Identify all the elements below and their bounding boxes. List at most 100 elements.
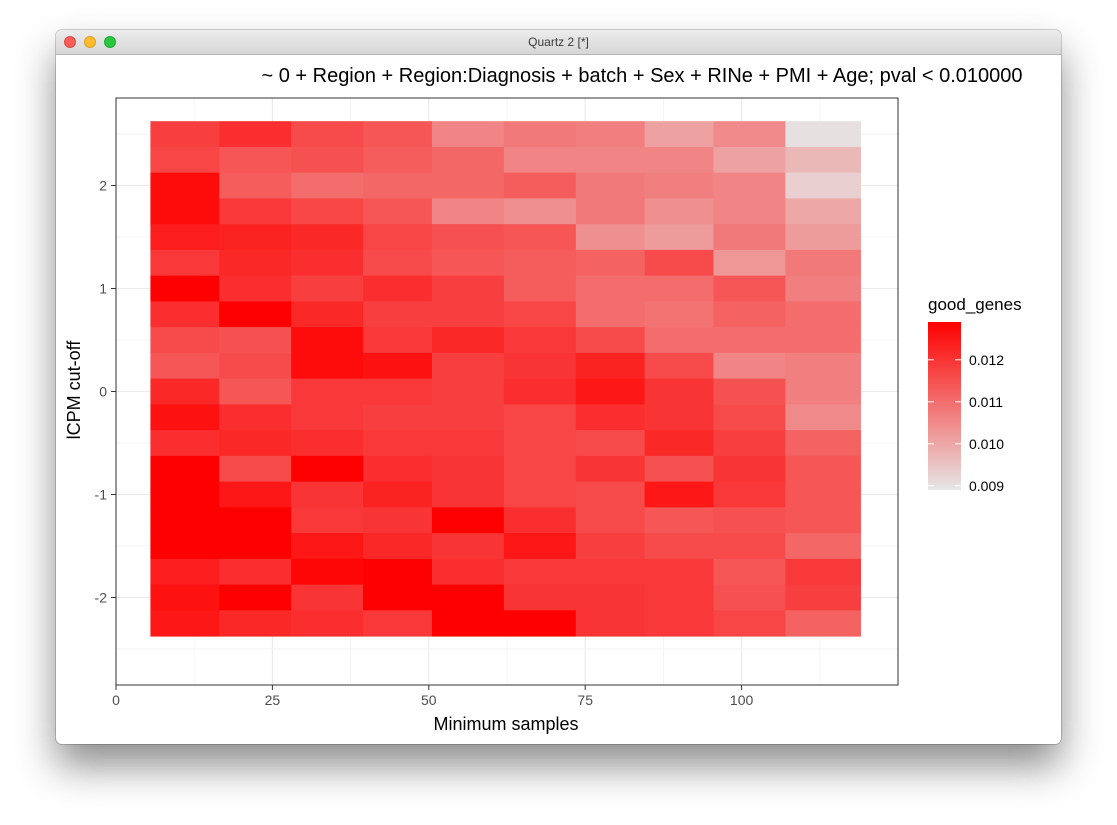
- heatmap-cell: [713, 533, 786, 560]
- heatmap-cell: [644, 275, 714, 302]
- heatmap-cell: [219, 327, 292, 354]
- heatmap-cell: [431, 507, 505, 534]
- heatmap-cell: [291, 404, 364, 431]
- heatmap-cell: [575, 198, 646, 225]
- heatmap-cell: [219, 301, 292, 328]
- heatmap-cell: [713, 198, 786, 225]
- x-axis-title: Minimum samples: [433, 714, 578, 734]
- heatmap-cell: [785, 507, 861, 534]
- minimize-button[interactable]: [84, 36, 96, 48]
- heatmap-cell: [713, 507, 786, 534]
- heatmap-cell: [291, 301, 364, 328]
- heatmap-cell: [785, 121, 861, 148]
- heatmap-cell: [713, 146, 786, 174]
- chart-title: ~ 0 + Region + Region:Diagnosis + batch …: [261, 65, 1022, 87]
- heatmap-cell: [575, 558, 646, 586]
- heatmap-cell: [431, 404, 505, 431]
- heatmap-cell: [363, 198, 433, 225]
- heatmap-cell: [291, 121, 364, 148]
- heatmap-cell: [431, 198, 505, 225]
- heatmap-cell: [431, 275, 505, 302]
- y-axis: 2 1 0 -1 -2: [95, 178, 116, 605]
- legend-tick-label: 0.010: [969, 436, 1004, 452]
- heatmap-cell: [575, 430, 646, 457]
- heatmap-cell: [785, 404, 861, 431]
- heatmap-cell: [431, 352, 505, 380]
- heatmap-cell: [575, 121, 646, 148]
- close-button[interactable]: [64, 36, 76, 48]
- heatmap-cell: [575, 301, 646, 328]
- heatmap-cell: [785, 172, 861, 199]
- heatmap-cell: [644, 352, 714, 380]
- heatmap-cell: [291, 172, 364, 199]
- quartz-window: Quartz 2 [*] ~ 0 + Region + Region:Diagn…: [56, 30, 1061, 744]
- heatmap-cell: [503, 455, 577, 483]
- heatmap-cell: [219, 430, 292, 457]
- heatmap-cell: [291, 610, 364, 637]
- heatmap-cell: [363, 404, 433, 431]
- heatmap-cell: [219, 507, 292, 534]
- heatmap-cell: [291, 533, 364, 560]
- y-tick-label: -1: [95, 486, 108, 502]
- heatmap-cell: [785, 198, 861, 225]
- heatmap-cell: [291, 584, 364, 611]
- x-axis: 0 25 50 75 100: [112, 685, 753, 708]
- heatmap-cell: [431, 172, 505, 199]
- heatmap-cell: [431, 481, 505, 508]
- y-tick-label: 2: [99, 178, 107, 194]
- zoom-button[interactable]: [104, 36, 116, 48]
- heatmap-cell: [363, 352, 433, 380]
- heatmap-cell: [785, 533, 861, 560]
- heatmap-cell: [644, 404, 714, 431]
- heatmap-cell: [503, 533, 577, 560]
- heatmap-cell: [503, 327, 577, 354]
- heatmap-cell: [713, 404, 786, 431]
- heatmap-cell: [503, 507, 577, 534]
- heatmap-cell: [575, 224, 646, 251]
- y-axis-title: lCPM cut-off: [64, 340, 84, 440]
- heatmap-cell: [785, 558, 861, 586]
- heatmap-cell: [431, 610, 505, 637]
- heatmap-cell: [785, 481, 861, 508]
- heatmap-cell: [575, 378, 646, 405]
- window-title: Quartz 2 [*]: [528, 35, 589, 49]
- heatmap-cell: [785, 301, 861, 328]
- heatmap-cell: [785, 430, 861, 457]
- heatmap-cell: [363, 430, 433, 457]
- heatmap-cell: [575, 146, 646, 174]
- heatmap-cell: [503, 610, 577, 637]
- heatmap-cell: [644, 327, 714, 354]
- heatmap-cell: [644, 507, 714, 534]
- heatmap-cell: [219, 275, 292, 302]
- heatmap-cell: [785, 275, 861, 302]
- x-tick-label: 25: [265, 692, 281, 708]
- y-tick-label: 0: [99, 384, 107, 400]
- heatmap-cell: [363, 610, 433, 637]
- heatmap-cell: [575, 533, 646, 560]
- heatmap-cell: [431, 558, 505, 586]
- heatmap-cell: [363, 507, 433, 534]
- heatmap-cell: [503, 404, 577, 431]
- heatmap-cell: [219, 533, 292, 560]
- heatmap-cell: [431, 455, 505, 483]
- heatmap-cell: [713, 121, 786, 148]
- heatmap-cell: [219, 584, 292, 611]
- heatmap-cell: [644, 198, 714, 225]
- heatmap-cell: [503, 275, 577, 302]
- heatmap-chart: ~ 0 + Region + Region:Diagnosis + batch …: [64, 65, 1023, 734]
- heatmap-cell: [363, 249, 433, 277]
- heatmap-cell: [785, 249, 861, 277]
- heatmap-cell: [431, 121, 505, 148]
- heatmap-cell: [363, 584, 433, 611]
- heatmap-cell: [150, 481, 220, 508]
- heatmap-cell: [219, 378, 292, 405]
- heatmap-cell: [575, 481, 646, 508]
- heatmap-cell: [291, 327, 364, 354]
- heatmap-cell: [291, 558, 364, 586]
- heatmap-cell: [291, 249, 364, 277]
- heatmap-cell: [431, 378, 505, 405]
- heatmap-cell: [713, 430, 786, 457]
- heatmap-cell: [219, 249, 292, 277]
- heatmap-cell: [291, 352, 364, 380]
- heatmap-cell: [644, 610, 714, 637]
